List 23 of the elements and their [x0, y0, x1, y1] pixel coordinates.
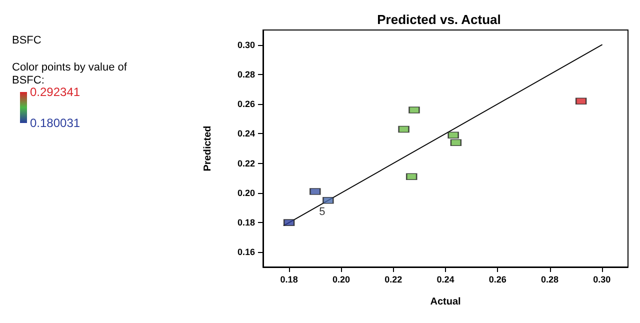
x-tick-label: 0.26 — [488, 274, 506, 284]
y-tick-label: 0.28 — [237, 69, 255, 80]
y-tick-label: 0.24 — [237, 128, 255, 139]
y-tick-label: 0.18 — [237, 218, 255, 228]
color-bar-label: 0.180031 — [30, 116, 80, 130]
y-axis-title: Predicted — [202, 126, 214, 172]
y-tick-label: 0.20 — [237, 188, 255, 198]
color-bar-title: Color points by value of BSFC: — [12, 62, 130, 86]
x-tick-label: 0.18 — [280, 274, 298, 284]
x-axis-title: Actual — [430, 296, 461, 308]
x-tick-label: 0.28 — [541, 274, 559, 284]
color-bar-label: 0.292341 — [30, 85, 80, 99]
x-tick-label: 0.30 — [593, 274, 611, 284]
y-tick-label: 0.30 — [237, 40, 255, 50]
annotation: 5 — [319, 206, 326, 218]
y-tick-label: 0.22 — [237, 158, 255, 168]
text: BSFC — [12, 34, 42, 46]
x-tick-label: 0.24 — [436, 274, 454, 284]
x-tick-label: 0.22 — [384, 274, 402, 284]
y-tick-label: 0.16 — [237, 247, 255, 258]
x-tick-label: 0.20 — [332, 274, 350, 284]
y-tick-label: 0.26 — [237, 99, 255, 110]
chart-title: Predicted vs. Actual — [377, 12, 501, 27]
